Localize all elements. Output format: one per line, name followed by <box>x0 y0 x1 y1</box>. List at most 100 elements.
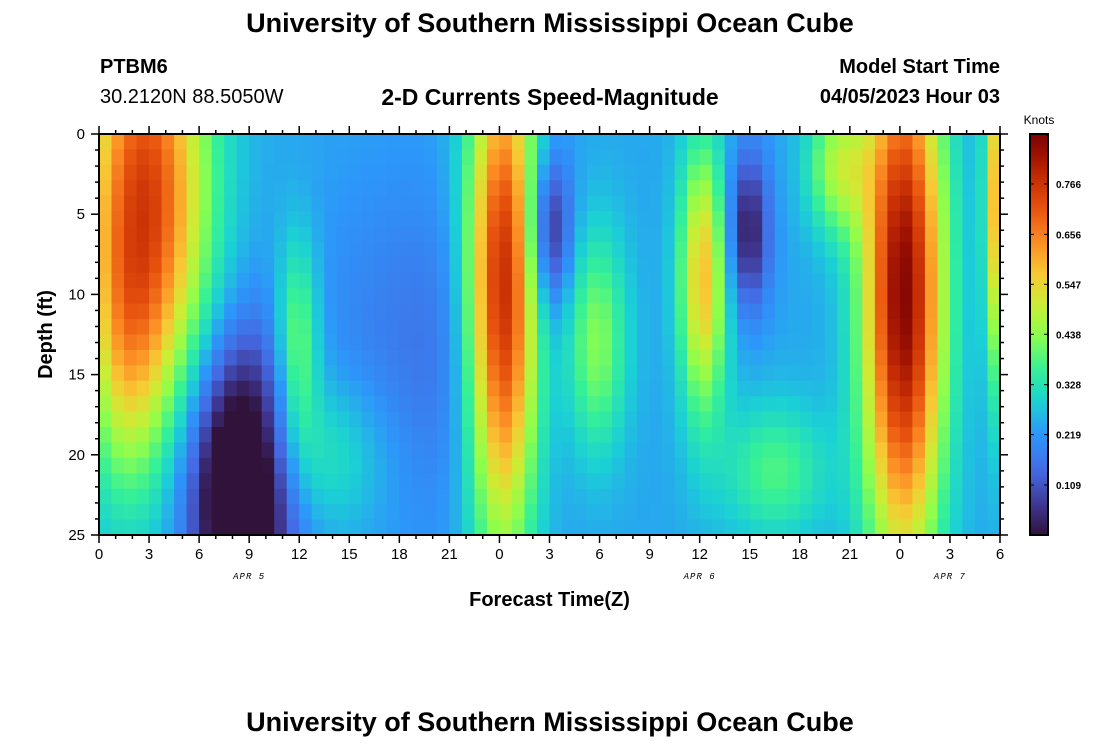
heatmap-cell <box>124 396 138 413</box>
heatmap-cell <box>461 380 476 397</box>
heatmap-cell <box>699 180 713 197</box>
heatmap-cell <box>374 442 388 459</box>
heatmap-cell <box>774 488 788 505</box>
heatmap-cell <box>499 211 513 228</box>
heatmap-cell <box>712 211 726 228</box>
heatmap-cell <box>374 473 388 490</box>
heatmap-cell <box>974 504 989 521</box>
heatmap-cell <box>461 334 476 351</box>
heatmap-cell <box>974 134 989 151</box>
heatmap-cell <box>286 473 300 490</box>
heatmap-cell <box>699 164 713 181</box>
heatmap-cell <box>349 319 363 336</box>
heatmap-cell <box>274 134 288 151</box>
heatmap-cell <box>974 272 989 289</box>
heatmap-cell <box>987 303 1001 320</box>
heatmap-cell <box>849 504 863 521</box>
heatmap-cell <box>774 427 788 444</box>
heatmap-cell <box>99 488 113 505</box>
heatmap-cell <box>161 504 175 521</box>
heatmap-cell <box>249 365 263 382</box>
heatmap-cell <box>912 149 926 166</box>
heatmap-cell <box>274 519 288 536</box>
heatmap-cell <box>799 134 813 151</box>
heatmap-cell <box>124 149 138 166</box>
heatmap-cell <box>724 365 738 382</box>
heatmap-cell <box>399 226 413 243</box>
heatmap-cell <box>286 211 300 228</box>
heatmap-cell <box>837 195 851 212</box>
heatmap-cell <box>749 164 763 181</box>
heatmap-cell <box>386 211 400 228</box>
heatmap-cell <box>624 488 638 505</box>
heatmap-cell <box>349 380 363 397</box>
heatmap-cell <box>199 241 213 258</box>
heatmap-cell <box>499 427 513 444</box>
heatmap-cell <box>261 396 275 413</box>
heatmap-cell <box>737 427 751 444</box>
heatmap-cell <box>699 473 713 490</box>
heatmap-cell <box>224 149 238 166</box>
heatmap-cell <box>386 457 400 474</box>
heatmap-cell <box>574 226 588 243</box>
heatmap-cell <box>449 303 463 320</box>
heatmap-cell <box>624 241 638 258</box>
heatmap-cell <box>174 180 188 197</box>
heatmap-cell <box>937 349 951 366</box>
heatmap-cell <box>699 411 713 428</box>
heatmap-cell <box>599 349 613 366</box>
heatmap-cell <box>674 504 688 521</box>
heatmap-cell <box>974 180 989 197</box>
heatmap-cell <box>637 226 651 243</box>
heatmap-cell <box>111 134 125 151</box>
heatmap-cell <box>687 180 701 197</box>
heatmap-cell <box>336 180 350 197</box>
heatmap-cell <box>837 211 851 228</box>
x-tick-label: 3 <box>946 546 954 563</box>
heatmap-cell <box>474 149 488 166</box>
heatmap-cell <box>624 334 638 351</box>
heatmap-cell <box>849 396 863 413</box>
heatmap-cell <box>199 257 213 274</box>
heatmap-cell <box>299 504 313 521</box>
heatmap-cell <box>274 211 288 228</box>
heatmap-cell <box>624 211 638 228</box>
heatmap-cell <box>874 380 888 397</box>
heatmap-cell <box>787 164 801 181</box>
heatmap-cell <box>374 334 388 351</box>
heatmap-cell <box>236 442 250 459</box>
heatmap-cell <box>974 319 989 336</box>
colorbar-tick-label: 0.547 <box>1056 280 1081 291</box>
heatmap-cell <box>949 272 964 289</box>
heatmap-cell <box>486 288 501 305</box>
heatmap-cell <box>637 380 651 397</box>
heatmap-cell <box>549 241 563 258</box>
heatmap-cell <box>874 195 888 212</box>
heatmap-cell <box>274 195 288 212</box>
heatmap-cell <box>737 380 751 397</box>
heatmap-cell <box>511 303 526 320</box>
heatmap-cell <box>787 241 801 258</box>
heatmap-cell <box>124 457 138 474</box>
heatmap-cell <box>962 134 976 151</box>
heatmap-cell <box>261 226 275 243</box>
heatmap-cell <box>524 272 538 289</box>
heatmap-cell <box>174 442 188 459</box>
heatmap-cell <box>399 149 413 166</box>
heatmap-cell <box>649 396 663 413</box>
heatmap-cell <box>924 504 939 521</box>
heatmap-cell <box>149 349 163 366</box>
heatmap-cell <box>662 427 676 444</box>
heatmap-cell <box>361 504 375 521</box>
heatmap-cell <box>737 473 751 490</box>
heatmap-cell <box>199 504 213 521</box>
heatmap-cell <box>687 457 701 474</box>
heatmap-cell <box>762 211 776 228</box>
heatmap-cell <box>199 473 213 490</box>
heatmap-cell <box>637 288 651 305</box>
heatmap-cell <box>311 349 325 366</box>
heatmap-cell <box>411 457 425 474</box>
heatmap-cell <box>849 411 863 428</box>
heatmap-cell <box>324 226 338 243</box>
heatmap-cell <box>449 319 463 336</box>
